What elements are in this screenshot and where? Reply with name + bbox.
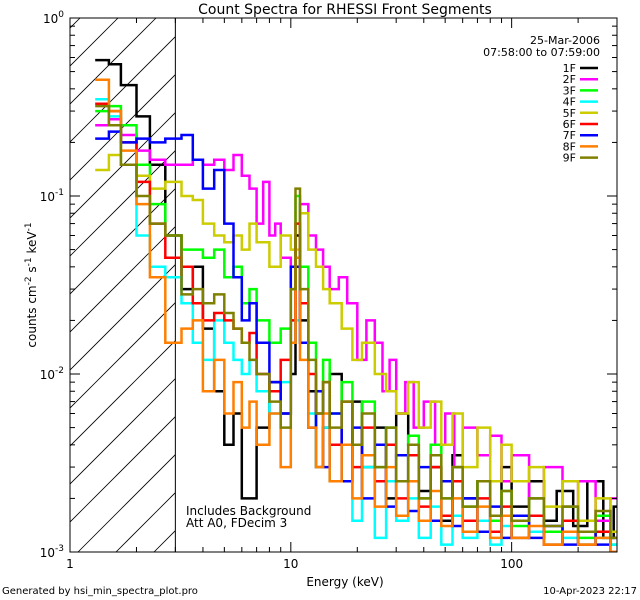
legend-label-9F: 9F	[563, 152, 576, 165]
series-line-2F	[95, 117, 617, 522]
series-line-9F	[95, 104, 617, 540]
plot-frame	[69, 17, 618, 553]
legend-label-2F: 2F	[563, 73, 576, 86]
y-axis-label: counts cm-2 s-1 keV-1	[24, 222, 39, 347]
legend-label-7F: 7F	[563, 129, 576, 142]
legend-label-1F: 1F	[563, 62, 576, 75]
hatch-line	[70, 74, 176, 181]
hatch-line	[77, 454, 176, 552]
date-label: 25-Mar-2006	[530, 34, 600, 47]
y-tick-label: 10-3	[40, 544, 64, 560]
x-axis-label: Energy (keV)	[306, 575, 383, 589]
y-tick-label: 10-2	[40, 366, 64, 382]
legend-label-5F: 5F	[563, 107, 576, 120]
hatch-line	[70, 340, 176, 447]
legend-label-4F: 4F	[563, 96, 576, 109]
annotation-background: Includes Background	[186, 504, 311, 518]
legend-label-6F: 6F	[563, 118, 576, 131]
x-tick-label: 1	[66, 557, 74, 571]
series-line-7F	[95, 130, 617, 546]
legend-label-8F: 8F	[563, 140, 576, 153]
y-tick-label: 100	[43, 10, 64, 26]
footer-timestamp: 10-Apr-2023 22:17	[543, 586, 637, 597]
time-range-label: 07:58:00 to 07:59:00	[483, 46, 600, 59]
hatch-line	[70, 18, 157, 105]
series-line-8F	[95, 78, 617, 552]
hatch-line	[70, 264, 176, 371]
chart-title: Count Spectra for RHESSI Front Segments	[198, 2, 492, 18]
legend-label-3F: 3F	[563, 84, 576, 97]
footer-generated-by: Generated by hsi_min_spectra_plot.pro	[2, 586, 198, 597]
hatch-line	[70, 378, 176, 485]
x-tick-label: 10	[283, 557, 298, 571]
hatch-line	[70, 226, 176, 333]
series-line-5F	[95, 153, 617, 533]
hatch-line	[70, 18, 81, 29]
hatch-line	[70, 416, 176, 523]
x-tick-label: 100	[500, 557, 523, 571]
annotation-attenuator: Att A0, FDecim 3	[186, 516, 287, 530]
y-tick-label: 10-1	[40, 188, 64, 204]
hatch-line	[70, 188, 176, 295]
hatch-line	[70, 112, 176, 219]
